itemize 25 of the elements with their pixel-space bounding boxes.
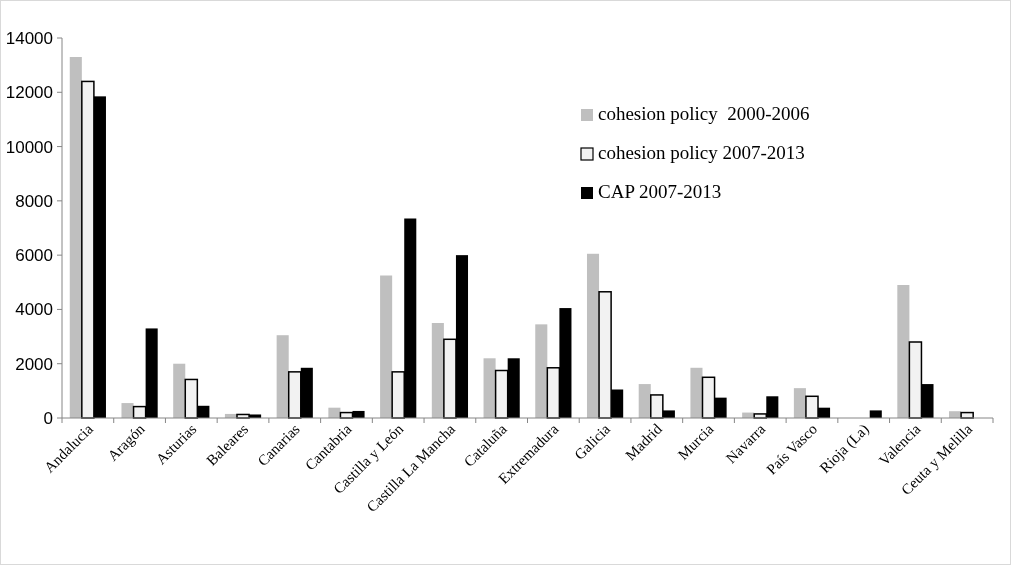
bar (431, 323, 444, 418)
legend-label: cohesion policy 2000-2006 (598, 103, 810, 124)
legend-label: cohesion policy 2007-2013 (598, 142, 805, 163)
y-tick-label: 2000 (15, 354, 53, 374)
y-tick-label: 14000 (5, 28, 53, 48)
bar (869, 410, 882, 418)
bar (897, 285, 910, 418)
bar (638, 384, 651, 418)
bar (121, 403, 134, 418)
y-tick-label: 10000 (5, 137, 53, 157)
y-tick-label: 8000 (15, 191, 53, 211)
legend-label: CAP 2007-2013 (598, 181, 722, 202)
y-tick-label: 0 (43, 408, 53, 428)
bar (276, 335, 289, 418)
bar (535, 324, 548, 418)
bar (69, 57, 82, 418)
bar (483, 358, 496, 418)
bar (586, 253, 600, 418)
y-tick-label: 6000 (15, 246, 53, 266)
bar (793, 388, 806, 418)
y-tick-label: 12000 (5, 83, 53, 103)
bar (380, 275, 393, 418)
bar (173, 363, 186, 418)
bar (690, 367, 703, 418)
y-tick-label: 4000 (15, 300, 53, 320)
